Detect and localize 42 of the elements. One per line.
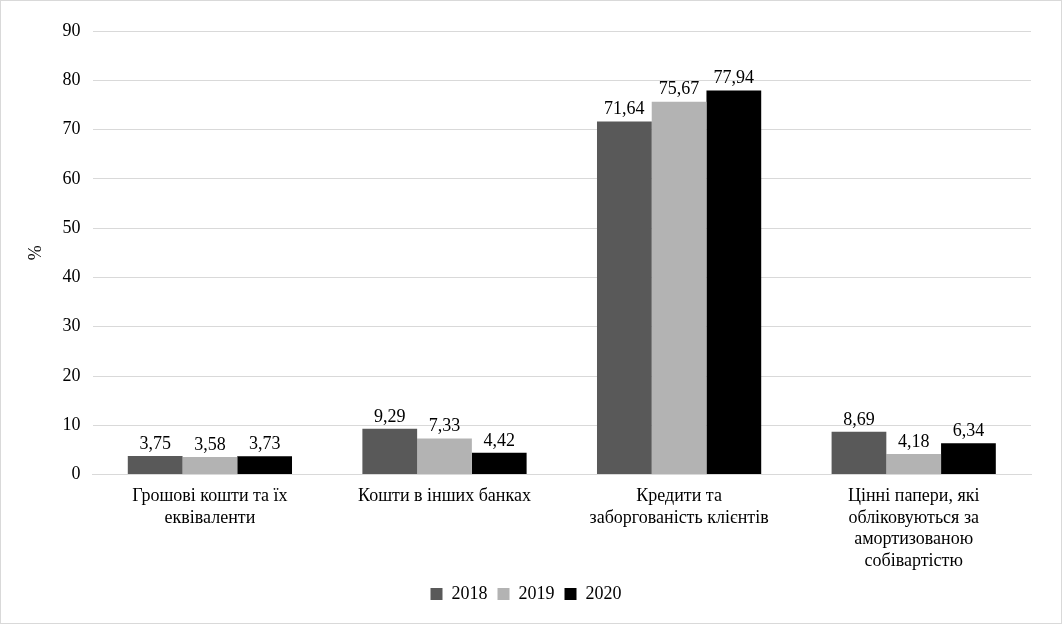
y-tick-label: 60: [62, 167, 81, 188]
bar: [941, 443, 996, 475]
legend-label: 2018: [451, 582, 488, 603]
bar: [831, 431, 887, 475]
bar: [471, 452, 527, 475]
data-label: 4,18: [897, 430, 930, 451]
bar: [417, 438, 472, 475]
y-tick-label: 40: [62, 266, 81, 287]
legend-label: 2019: [518, 582, 555, 603]
legend-label: 2020: [585, 582, 622, 603]
y-tick-label: 20: [62, 364, 81, 385]
data-label: 8,69: [843, 408, 875, 429]
data-label: 9,29: [374, 405, 406, 426]
y-tick-label: 80: [62, 69, 81, 90]
y-tick-label: 30: [62, 315, 81, 336]
y-tick-label: 10: [62, 414, 81, 435]
data-label: 6,34: [952, 420, 985, 441]
bar: [127, 456, 183, 475]
x-tick-label: Кошти в інших банках: [358, 485, 531, 506]
data-label: 3,73: [248, 432, 281, 453]
data-label: 4,42: [483, 429, 515, 450]
bar: [886, 454, 942, 475]
bar: [237, 456, 293, 475]
bar: [706, 90, 762, 475]
data-label: 3,58: [194, 433, 226, 454]
x-tick-label: Цінні папери, які обліковуються за амортизованою собівартістю: [847, 485, 980, 570]
y-tick-label: 50: [62, 216, 81, 237]
bar: [182, 456, 238, 475]
x-tick-label: Грошові кошти та їх еквіваленти: [132, 485, 288, 527]
bar: [362, 428, 418, 475]
y-tick-label: 90: [62, 19, 81, 40]
bar: [651, 101, 707, 475]
y-tick-label: 0: [71, 463, 81, 484]
y-tick-label: 70: [62, 118, 81, 139]
x-tick-label: Кредити та заборгованість клієнтів: [589, 485, 769, 527]
y-axis-title: %: [24, 245, 45, 261]
data-label: 3,75: [139, 432, 171, 453]
data-label: 75,67: [658, 78, 700, 99]
bar: [596, 121, 652, 475]
data-label: 77,94: [713, 67, 755, 88]
data-label: 7,33: [428, 415, 461, 436]
data-label: 71,64: [604, 98, 645, 119]
